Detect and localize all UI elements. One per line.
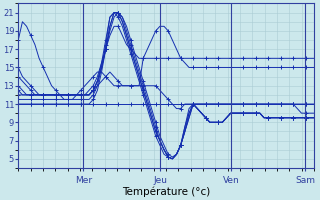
X-axis label: Température (°c): Température (°c) <box>122 186 210 197</box>
